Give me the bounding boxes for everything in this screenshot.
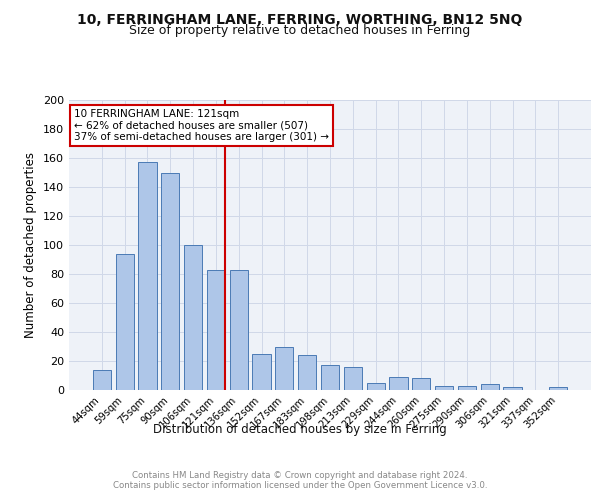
Bar: [93, 370, 111, 390]
Text: 10, FERRINGHAM LANE, FERRING, WORTHING, BN12 5NQ: 10, FERRINGHAM LANE, FERRING, WORTHING, …: [77, 12, 523, 26]
Bar: [184, 245, 202, 390]
Y-axis label: Number of detached properties: Number of detached properties: [25, 152, 37, 338]
Bar: [116, 254, 134, 390]
Text: Distribution of detached houses by size in Ferring: Distribution of detached houses by size …: [153, 422, 447, 436]
Bar: [503, 387, 521, 390]
Bar: [435, 386, 453, 390]
Bar: [139, 162, 157, 390]
Bar: [207, 270, 225, 390]
Bar: [298, 355, 316, 390]
Bar: [321, 366, 339, 390]
Bar: [367, 383, 385, 390]
Bar: [458, 386, 476, 390]
Bar: [412, 378, 430, 390]
Bar: [253, 354, 271, 390]
Text: Size of property relative to detached houses in Ferring: Size of property relative to detached ho…: [130, 24, 470, 37]
Bar: [389, 377, 407, 390]
Bar: [275, 346, 293, 390]
Bar: [344, 367, 362, 390]
Text: 10 FERRINGHAM LANE: 121sqm
← 62% of detached houses are smaller (507)
37% of sem: 10 FERRINGHAM LANE: 121sqm ← 62% of deta…: [74, 108, 329, 142]
Bar: [230, 270, 248, 390]
Bar: [481, 384, 499, 390]
Text: Contains HM Land Registry data © Crown copyright and database right 2024.
Contai: Contains HM Land Registry data © Crown c…: [113, 470, 487, 490]
Bar: [161, 172, 179, 390]
Bar: [549, 387, 567, 390]
